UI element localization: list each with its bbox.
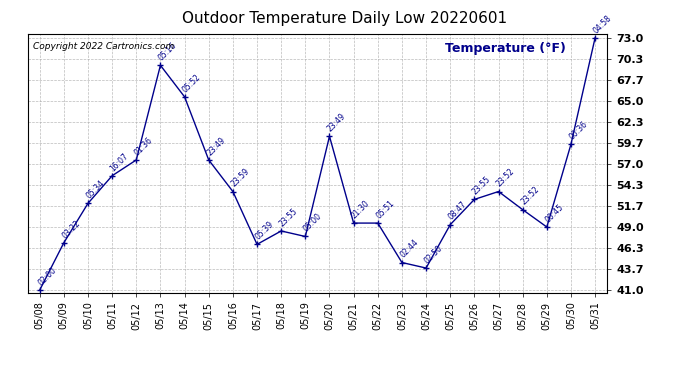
Text: 23:52: 23:52 <box>519 185 541 207</box>
Text: 23:52: 23:52 <box>495 167 517 189</box>
Text: Copyright 2022 Cartronics.com: Copyright 2022 Cartronics.com <box>33 42 175 51</box>
Text: Temperature (°F): Temperature (°F) <box>445 42 566 54</box>
Text: 01:36: 01:36 <box>132 135 155 157</box>
Text: 05:00: 05:00 <box>302 212 324 234</box>
Text: 00:45: 00:45 <box>543 202 565 224</box>
Text: 05:51: 05:51 <box>374 198 396 220</box>
Text: 08:47: 08:47 <box>446 200 469 222</box>
Text: Outdoor Temperature Daily Low 20220601: Outdoor Temperature Daily Low 20220601 <box>182 11 508 26</box>
Text: 23:55: 23:55 <box>471 175 493 196</box>
Text: 05:34: 05:34 <box>84 178 106 201</box>
Text: 05:52: 05:52 <box>181 72 203 94</box>
Text: 23:49: 23:49 <box>326 112 348 134</box>
Text: 23:59: 23:59 <box>229 167 251 189</box>
Text: 00:36: 00:36 <box>567 120 589 141</box>
Text: 21:30: 21:30 <box>350 198 372 220</box>
Text: 05:16: 05:16 <box>157 41 179 63</box>
Text: 05:39: 05:39 <box>253 220 275 242</box>
Text: 23:49: 23:49 <box>205 135 227 157</box>
Text: 02:00: 02:00 <box>36 266 58 287</box>
Text: 02:50: 02:50 <box>422 243 444 265</box>
Text: 04:58: 04:58 <box>591 13 613 35</box>
Text: 23:55: 23:55 <box>277 206 299 228</box>
Text: 16:07: 16:07 <box>108 151 130 173</box>
Text: 02:44: 02:44 <box>398 238 420 260</box>
Text: 03:22: 03:22 <box>60 218 82 240</box>
